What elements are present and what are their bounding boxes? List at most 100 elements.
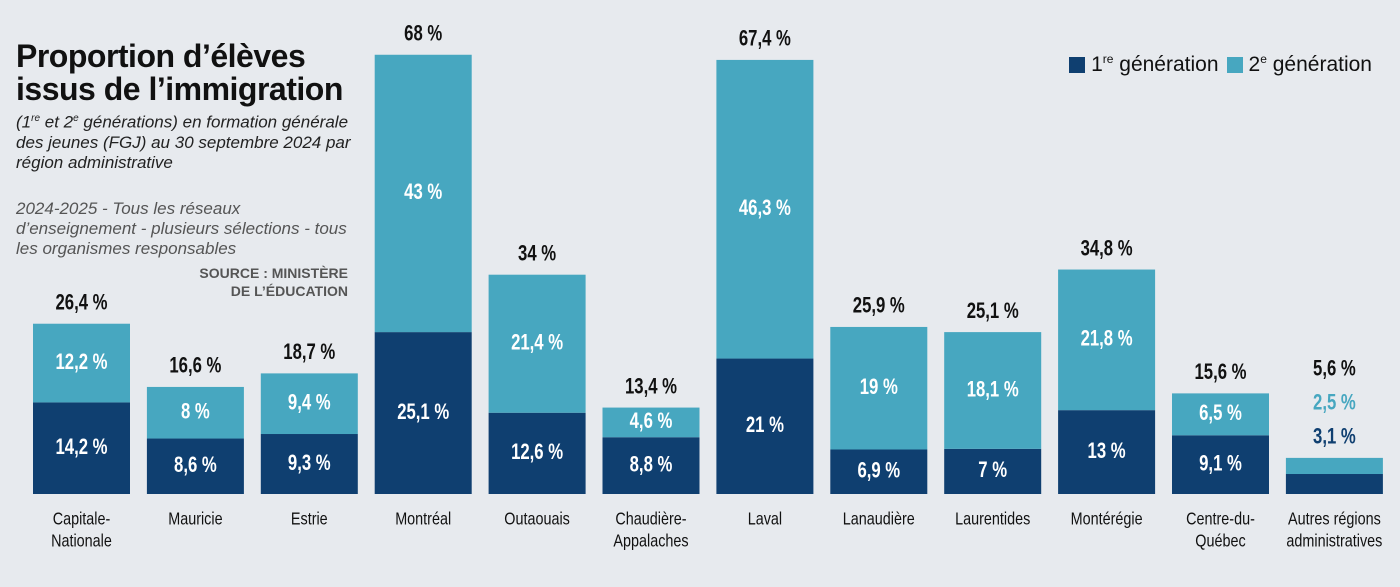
bar-label-gen2: 6,5 %: [1199, 401, 1242, 426]
bar-total-label: 13,4 %: [625, 374, 677, 399]
chart-note: 2024-2025 - Tous les réseaux d’enseignem…: [16, 199, 347, 258]
legend-item-gen1: 1re génération: [1069, 52, 1219, 77]
bar-gen1: [830, 449, 928, 494]
bar-label-gen1: 3,1 %: [1313, 425, 1356, 450]
bar-gen1: [1285, 474, 1383, 494]
bar-label-gen2: 4,6 %: [630, 409, 673, 434]
bar-label-gen2: 2,5 %: [1313, 391, 1356, 416]
category-label: Centre-du-: [1186, 509, 1255, 529]
subtitle-part: générations) en formation générale des j…: [16, 112, 351, 172]
bar-label-gen1: 14,2 %: [56, 435, 108, 460]
bar-label-gen1: 9,1 %: [1199, 451, 1242, 476]
subtitle-sup: re: [31, 113, 41, 124]
bar-gen1: [1172, 435, 1269, 494]
chart-title-line2: issus de l’immigration: [16, 71, 343, 107]
chart-title: Proportion d’élèves issus de l’immigrati…: [16, 40, 343, 106]
category-label: Capitale-: [53, 509, 111, 529]
bar-gen2: [602, 407, 700, 438]
category-label: Estrie: [291, 509, 328, 529]
bar-label-gen1: 21 %: [746, 413, 784, 438]
source-line2: DE L’ÉDUCATION: [230, 283, 348, 299]
bar-label-gen1: 25,1 %: [397, 400, 449, 425]
bar-label-gen2: 21,8 %: [1081, 327, 1133, 352]
bar-gen1: [146, 438, 244, 494]
chart-legend: 1re génération 2e génération: [1069, 52, 1372, 77]
bar-gen2: [1172, 393, 1269, 436]
category-label: Laurentides: [955, 509, 1030, 529]
bar-total-label: 25,1 %: [967, 299, 1019, 324]
bar-gen2: [1058, 269, 1156, 411]
category-label: Montréal: [395, 509, 451, 529]
legend-sup: e: [1260, 52, 1267, 66]
category-label: Mauricie: [168, 509, 222, 529]
legend-part: génération: [1113, 53, 1219, 76]
bar-gen2: [260, 373, 358, 435]
bar-label-gen1: 7 %: [978, 458, 1007, 483]
category-label: Outaouais: [504, 509, 570, 529]
category-label: Lanaudière: [843, 509, 915, 529]
category-label: administratives: [1286, 531, 1382, 551]
bar-total-label: 18,7 %: [283, 340, 335, 365]
bar-gen2: [944, 332, 1042, 449]
bar-total-label: 5,6 %: [1313, 357, 1356, 382]
bar-total-label: 34 %: [518, 241, 556, 266]
bar-label-gen2: 9,4 %: [288, 390, 331, 415]
legend-swatch-gen2: [1226, 56, 1243, 73]
source-line1: SOURCE : MINISTÈRE: [199, 265, 348, 281]
bar-gen1: [488, 412, 586, 494]
legend-item-gen2: 2e génération: [1226, 52, 1372, 77]
bar-gen1: [33, 402, 130, 494]
subtitle-sup: e: [73, 113, 79, 124]
bar-gen2: [1285, 457, 1383, 475]
chart-source: SOURCE : MINISTÈRE DE L’ÉDUCATION: [160, 264, 348, 300]
chart-title-line1: Proportion d’élèves: [16, 38, 306, 74]
category-label: Chaudière-: [615, 509, 686, 529]
bar-total-label: 68 %: [404, 21, 442, 46]
subtitle-part: (1: [16, 112, 32, 132]
legend-swatch-gen1: [1069, 56, 1086, 73]
bar-label-gen2: 18,1 %: [967, 377, 1019, 402]
bar-gen2: [488, 274, 586, 413]
bar-gen1: [944, 448, 1042, 494]
bar-label-gen2: 21,4 %: [511, 330, 563, 355]
bar-label-gen1: 12,6 %: [511, 440, 563, 465]
bar-gen2: [716, 59, 814, 359]
chart-subtitle: (1re et 2e générations) en formation gén…: [16, 109, 356, 173]
bar-gen1: [260, 434, 358, 494]
bar-gen1: [602, 437, 700, 494]
bar-label-gen2: 43 %: [404, 180, 442, 205]
category-label: Montérégie: [1071, 509, 1143, 529]
legend-part: 2: [1248, 53, 1261, 76]
bar-total-label: 34,8 %: [1081, 236, 1133, 261]
legend-label-gen1: 1re génération: [1091, 52, 1218, 77]
bar-label-gen1: 9,3 %: [288, 451, 331, 476]
bar-gen1: [1058, 410, 1156, 494]
subtitle-part: et 2: [40, 112, 74, 132]
bar-gen2: [146, 386, 244, 439]
bar-label-gen2: 19 %: [860, 375, 898, 400]
legend-part: génération: [1266, 53, 1372, 76]
bar-label-gen2: 8 %: [181, 399, 210, 424]
bar-gen1: [374, 332, 472, 494]
bar-total-label: 15,6 %: [1195, 360, 1247, 385]
bar-gen1: [716, 358, 814, 494]
bar-label-gen2: 46,3 %: [739, 196, 791, 221]
legend-sup: re: [1102, 52, 1114, 66]
bar-gen2: [374, 54, 472, 333]
category-label: Laval: [748, 509, 782, 529]
bar-total-label: 67,4 %: [739, 27, 791, 52]
bar-gen2: [33, 323, 130, 403]
legend-part: 1: [1091, 53, 1103, 76]
legend-label-gen2: 2e génération: [1249, 52, 1372, 77]
bar-total-label: 25,9 %: [853, 294, 905, 319]
bar-label-gen2: 12,2 %: [56, 350, 108, 375]
category-label: Nationale: [51, 531, 112, 551]
bar-gen2: [830, 326, 928, 450]
bar-label-gen1: 13 %: [1088, 439, 1126, 464]
category-label: Québec: [1195, 531, 1245, 551]
category-label: Appalaches: [613, 531, 688, 551]
bar-total-label: 16,6 %: [169, 354, 221, 379]
bar-label-gen1: 8,6 %: [174, 453, 217, 478]
bar-total-label: 26,4 %: [56, 290, 108, 315]
